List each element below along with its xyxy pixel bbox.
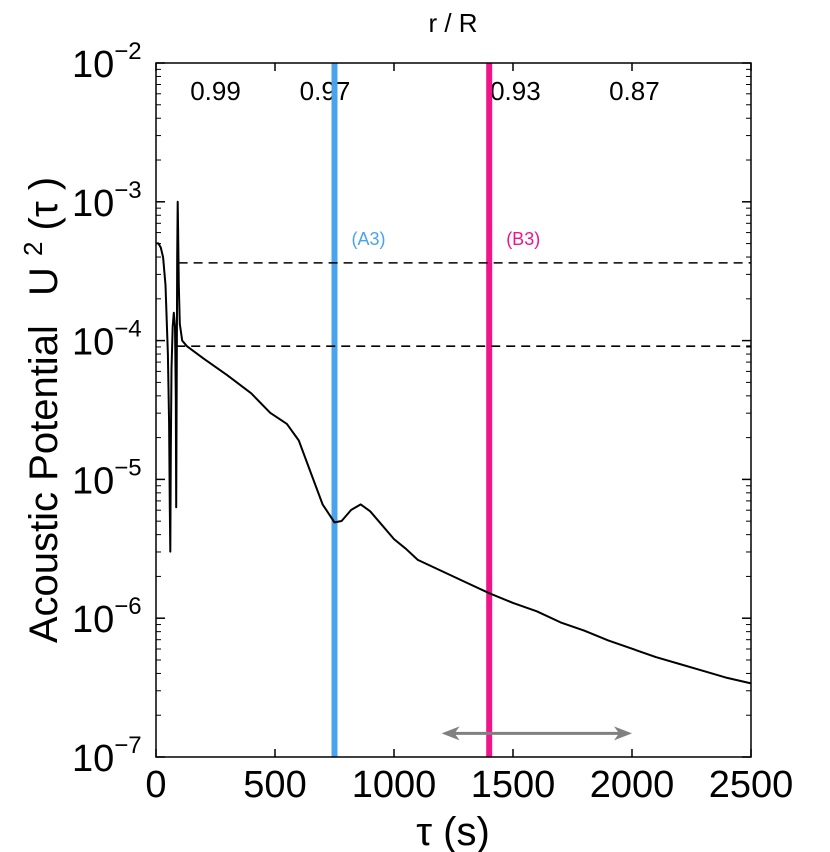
top-tick-labels: 0.99 0.97 0.93 0.87 (190, 76, 659, 106)
x-tick-label-2: 1000 (352, 764, 437, 806)
y-tick-label-0: 10−7 (72, 732, 142, 780)
y-axis-ticks: 10−7 10−6 10−5 10−4 10−3 10−2 (72, 38, 751, 780)
y-tick-label-2: 10−5 (72, 454, 142, 502)
y-tick-label-1: 10−6 (72, 593, 142, 641)
y-axis-label-prefix: Acoustic Potential (22, 325, 66, 643)
x-tick-label-4: 2000 (590, 764, 675, 806)
top-tick-label-2: 0.93 (490, 76, 541, 106)
range-arrow (441, 726, 632, 741)
x-tick-label-1: 500 (243, 764, 306, 806)
y-axis-label-symbol: U (22, 267, 66, 296)
top-tick-label-0: 0.99 (190, 76, 241, 106)
reference-lines (176, 262, 751, 347)
top-axis-label: r / R (428, 8, 477, 38)
marker-lines: (A3) (B3) (331, 63, 540, 757)
x-tick-label-0: 0 (145, 764, 166, 806)
y-tick-label-3: 10−4 (72, 316, 142, 364)
y-axis-label-exponent: 2 (18, 242, 48, 256)
y-axis-label-arg: (τ ) (22, 177, 66, 231)
x-tick-label-5: 2500 (709, 764, 794, 806)
series-line-0 (156, 200, 752, 685)
marker-label-0: (A3) (352, 229, 386, 249)
arrow-head-right (614, 726, 632, 741)
y-tick-label-4: 10−3 (72, 177, 142, 225)
marker-label-1: (B3) (506, 229, 540, 249)
top-tick-label-1: 0.97 (300, 76, 351, 106)
plot-frame (155, 62, 752, 758)
x-axis-label: τ (s) (416, 810, 490, 852)
x-tick-label-3: 1500 (471, 764, 556, 806)
arrow-head-left (441, 726, 460, 741)
top-tick-label-3: 0.87 (609, 76, 660, 106)
y-tick-label-5: 10−2 (72, 38, 142, 86)
series-group (156, 200, 752, 685)
y-axis-label: Acoustic Potential U 2 (τ ) (18, 177, 66, 643)
x-axis-ticks: 0 500 1000 1500 2000 2500 (145, 63, 793, 806)
